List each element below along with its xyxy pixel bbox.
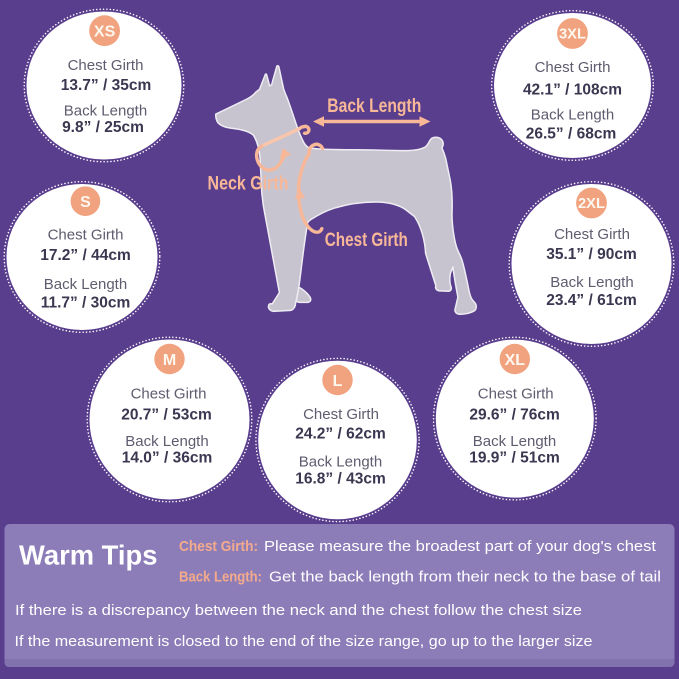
svg-text:Back Length: Back Length [550, 274, 633, 291]
svg-text:Chest Girth: Chest Girth [325, 230, 408, 251]
svg-text:XS: XS [94, 24, 116, 41]
svg-text:Chest Girth: Chest Girth [131, 386, 207, 403]
svg-text:11.7” / 30cm: 11.7” / 30cm [41, 294, 131, 311]
svg-text:L: L [333, 373, 343, 390]
svg-text:Please measure the broadest pa: Please measure the broadest part of your… [264, 538, 657, 555]
svg-text:Warm Tips: Warm Tips [19, 540, 158, 571]
svg-text:Chest Girth: Chest Girth [68, 57, 144, 74]
svg-text:23.4” / 61cm: 23.4” / 61cm [546, 292, 636, 309]
svg-text:Chest Girth: Chest Girth [554, 226, 630, 243]
svg-text:24.2” / 62cm: 24.2” / 62cm [295, 425, 385, 442]
svg-text:Chest Girth: Chest Girth [535, 59, 611, 76]
svg-text:Back Length: Back Length [299, 453, 382, 470]
svg-text:Chest Girth: Chest Girth [478, 386, 554, 403]
svg-text:S: S [80, 194, 91, 211]
svg-text:29.6” / 76cm: 29.6” / 76cm [469, 407, 559, 424]
svg-text:3XL: 3XL [559, 27, 586, 43]
svg-text:35.1” / 90cm: 35.1” / 90cm [546, 246, 636, 263]
svg-text:2XL: 2XL [578, 196, 605, 212]
svg-text:9.8” / 25cm: 9.8” / 25cm [62, 119, 144, 136]
svg-text:Back Length: Back Length [64, 102, 147, 119]
svg-text:19.9” / 51cm: 19.9” / 51cm [469, 450, 559, 467]
svg-text:M: M [163, 352, 176, 369]
svg-text:13.7” / 35cm: 13.7” / 35cm [61, 77, 151, 94]
svg-text:Back Length: Back Length [531, 107, 614, 124]
svg-text:If there is a discrepancy betw: If there is a discrepancy between the ne… [15, 602, 582, 619]
svg-text:Back Length: Back Length [327, 95, 421, 117]
svg-text:Back Length: Back Length [44, 276, 127, 293]
svg-text:14.0” / 36cm: 14.0” / 36cm [122, 450, 212, 467]
svg-text:17.2” / 44cm: 17.2” / 44cm [40, 247, 130, 264]
svg-text:Back Length:: Back Length: [179, 569, 262, 586]
svg-text:Back Length: Back Length [473, 433, 556, 450]
svg-text:26.5” / 68cm: 26.5” / 68cm [526, 125, 616, 142]
svg-text:42.1” / 108cm: 42.1” / 108cm [523, 82, 622, 99]
svg-text:Chest Girth: Chest Girth [48, 227, 124, 244]
svg-text:XL: XL [505, 352, 526, 369]
svg-text:Get the back length from their: Get the back length from their neck to t… [269, 569, 661, 586]
svg-text:Chest Girth:: Chest Girth: [179, 538, 258, 555]
svg-text:16.8” / 43cm: 16.8” / 43cm [295, 471, 385, 488]
svg-text:Chest Girth: Chest Girth [303, 406, 379, 423]
svg-text:20.7” / 53cm: 20.7” / 53cm [121, 407, 211, 424]
svg-text:Neck Girth: Neck Girth [208, 174, 289, 195]
svg-text:Back Length: Back Length [125, 433, 208, 450]
svg-text:If the measurement is closed t: If the measurement is closed to the end … [15, 633, 593, 650]
